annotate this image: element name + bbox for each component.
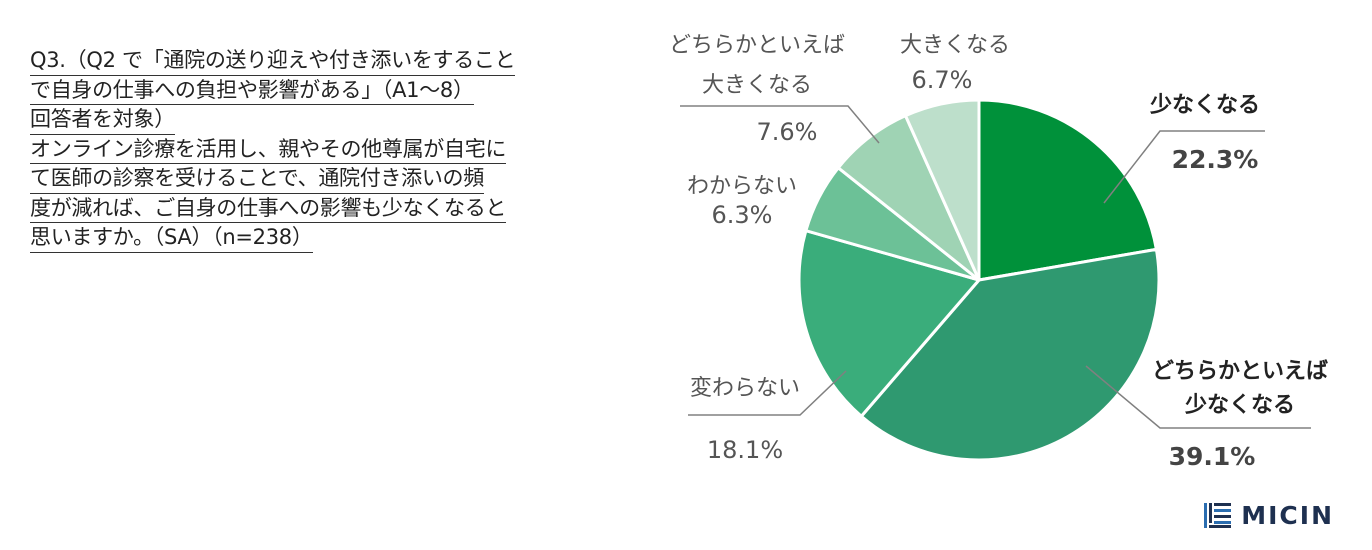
slice-value-label-3: 6.3% — [712, 201, 773, 229]
question-line: 度が減れば、ご自身の仕事への影響も少なくなると — [30, 194, 506, 223]
leader-line-4 — [680, 105, 880, 144]
question-line: で自身の仕事への負担や影響がある」（A1～8） — [30, 76, 474, 105]
slice-value-label-1: 39.1% — [1169, 442, 1256, 471]
slice-label-3: わからない — [687, 174, 797, 199]
leader-line-1 — [1085, 365, 1311, 429]
slice-value-label-0: 22.3% — [1172, 145, 1259, 174]
leader-line-2 — [688, 370, 847, 416]
pie-slices — [797, 98, 1161, 462]
slice-value-label-5: 6.7% — [912, 66, 973, 94]
pie-slice-5 — [903, 98, 981, 281]
question-line: オンライン診療を活用し、親やその他尊属が自宅に — [30, 135, 506, 164]
leader-lines — [680, 105, 1311, 429]
logo-text: MICIN — [1241, 500, 1334, 530]
question-line: て医師の診察を受けることで、通院付き添いの頻 — [30, 164, 484, 194]
micin-logo: MICIN — [1203, 500, 1334, 530]
slice-label-1: どちらかといえば — [1152, 359, 1328, 384]
question-line: 思いますか。（SA）（n=238） — [30, 223, 313, 253]
slice-label-2: 変わらない — [690, 376, 800, 401]
slice-labels: 少なくなる22.3%どちらかといえば少なくなる39.1%変わらない18.1%わか… — [669, 33, 1328, 471]
slice-label-1: 少なくなる — [1184, 393, 1295, 418]
slice-value-label-2: 18.1% — [707, 436, 783, 464]
pie-slice-1 — [859, 247, 1161, 462]
question-text: Q3.（Q2 で「通院の送り迎えや付き添いをすること で自身の仕事への負担や影響… — [30, 46, 550, 253]
micin-logo-icon — [1204, 503, 1232, 528]
slice-label-0: 少なくなる — [1149, 93, 1260, 118]
pie-slice-2 — [797, 228, 982, 419]
slice-label-4: 大きくなる — [702, 73, 812, 98]
slice-label-5: 大きくなる — [900, 33, 1010, 58]
slice-value-label-4: 7.6% — [757, 118, 818, 146]
slice-label-4: どちらかといえば — [669, 33, 845, 58]
pie-slice-0 — [977, 98, 1159, 282]
leader-line-0 — [1103, 130, 1265, 204]
question-line: Q3.（Q2 で「通院の送り迎えや付き添いをすること — [30, 46, 516, 76]
question-line: 回答者を対象） — [30, 105, 175, 135]
